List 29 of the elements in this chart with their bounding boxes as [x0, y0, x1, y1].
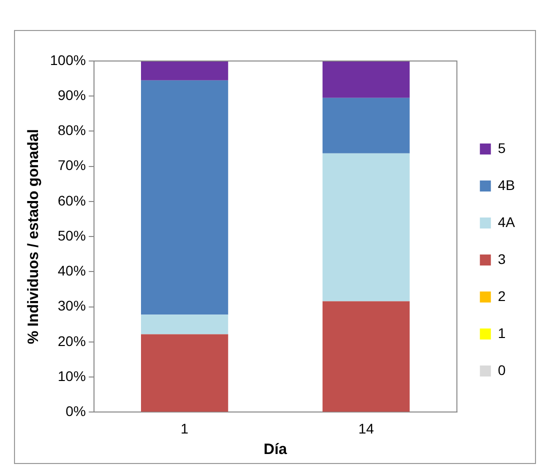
legend-label: 3	[498, 250, 506, 267]
x-axis-title: Día	[264, 441, 288, 458]
bar	[322, 98, 410, 154]
legend-label: 2	[498, 288, 506, 304]
bar	[141, 61, 228, 80]
y-tick-label: 10%	[58, 368, 86, 384]
y-tick-label: 100%	[50, 52, 86, 68]
legend-label: 4A	[498, 214, 516, 230]
legend-label: 5	[498, 140, 506, 156]
bar	[141, 80, 228, 315]
bar	[322, 61, 410, 98]
bar	[141, 314, 228, 334]
y-tick-label: 70%	[58, 157, 86, 174]
bar	[322, 301, 410, 412]
y-tick-label: 60%	[58, 192, 86, 208]
y-tick-label: 20%	[58, 332, 86, 349]
y-tick-label: 40%	[58, 262, 86, 279]
y-axis-title: % Individuos / estado gonadal	[25, 129, 42, 344]
y-tick-label: 90%	[58, 86, 86, 103]
legend-label: 4B	[498, 176, 515, 193]
y-tick-label: 80%	[58, 122, 86, 138]
legend-label: 0	[498, 362, 506, 378]
bar	[141, 334, 228, 412]
x-tick-label: 14	[358, 420, 374, 436]
y-tick-label: 0%	[66, 403, 86, 420]
y-tick-label: 50%	[58, 227, 86, 244]
bar	[322, 153, 410, 302]
y-tick-label: 30%	[58, 298, 86, 314]
legend-label: 1	[498, 324, 506, 341]
